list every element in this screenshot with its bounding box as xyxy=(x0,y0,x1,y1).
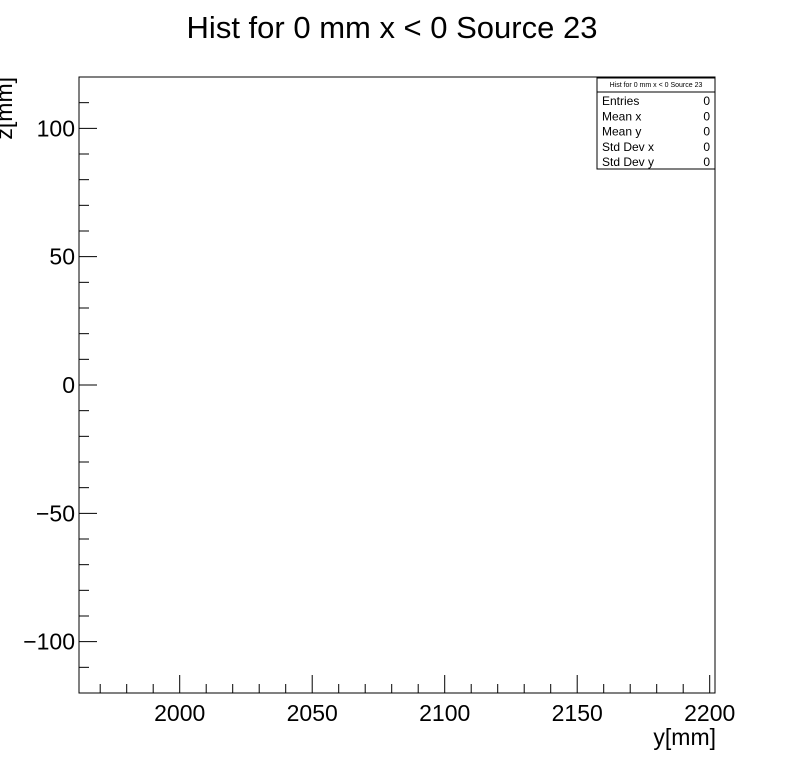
x-axis: 2000 2050 2100 2150 2200 xyxy=(99,675,735,726)
stats-row-label: Std Dev x xyxy=(602,140,654,154)
y-tick-label: 50 xyxy=(49,244,75,270)
x-tick-label: 2100 xyxy=(419,700,470,726)
y-tick-label: 100 xyxy=(37,115,75,141)
stats-box-frame xyxy=(596,77,716,170)
stats-row-label: Mean x xyxy=(602,109,641,123)
stats-box-title: Hist for 0 mm x < 0 Source 23 xyxy=(610,82,703,89)
stats-box-rows: Entries 0 Mean x 0 Mean y 0 Std Dev x 0 Std Dev … xyxy=(602,94,710,169)
x-tick-label: 2000 xyxy=(154,700,205,726)
x-tick-label: 2050 xyxy=(287,700,338,726)
stats-row-value: 0 xyxy=(703,94,710,108)
stats-box: Hist for 0 mm x < 0 Source 23 Entries 0 Me… xyxy=(596,77,716,170)
y-axis: −100 −50 0 50 100 xyxy=(23,76,97,694)
x-tick-label: 2200 xyxy=(684,700,735,726)
stats-row-value: 0 xyxy=(703,125,710,139)
y-tick-label: −100 xyxy=(23,629,75,655)
stats-row-value: 0 xyxy=(703,155,710,169)
stats-row-label: Mean y xyxy=(602,125,641,139)
x-tick-label: 2150 xyxy=(552,700,603,726)
stats-row-label: Entries xyxy=(602,94,639,108)
stats-row-value: 0 xyxy=(703,140,710,154)
y-tick-label: −50 xyxy=(36,500,75,526)
stats-row-value: 0 xyxy=(703,109,710,123)
y-axis-label: z[mm] xyxy=(0,77,17,140)
chart-title: Hist for 0 mm x < 0 Source 23 xyxy=(187,10,598,45)
y-tick-label: 0 xyxy=(62,372,75,398)
x-axis-label: y[mm] xyxy=(653,724,716,750)
stats-row-label: Std Dev y xyxy=(602,155,654,169)
